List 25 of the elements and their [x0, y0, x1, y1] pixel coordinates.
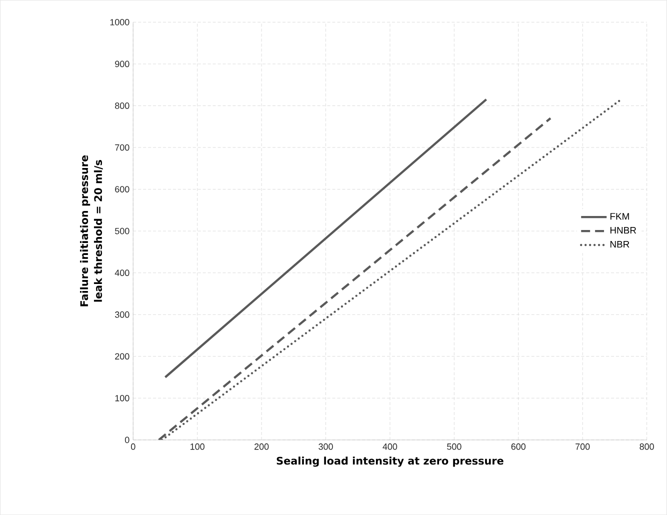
- x-tick-label: 300: [318, 443, 333, 450]
- y-tick-label: 900: [115, 60, 130, 68]
- legend-label: NBR: [610, 240, 630, 248]
- x-tick-label: 0: [130, 443, 136, 450]
- y-tick-label: 800: [115, 102, 130, 109]
- x-tick-label: 100: [190, 443, 204, 450]
- y-tick-label: 100: [115, 394, 130, 402]
- x-axis-title: Sealing load intensity at zero pressure: [276, 456, 504, 467]
- x-tick-label: 400: [382, 443, 398, 450]
- x-tick-label: 600: [511, 443, 526, 450]
- y-axis-title: Failure initiation pressure leak threshold = 20 ml/s: [80, 155, 103, 306]
- y-tick-label: 200: [115, 353, 130, 360]
- y-tick-label: 1000: [110, 18, 130, 26]
- y-tick-label: 600: [115, 186, 130, 192]
- legend-label: HNBR: [610, 227, 636, 234]
- x-tick-label: 200: [254, 443, 269, 450]
- y-tick-label: 700: [115, 144, 130, 151]
- y-tick-label: 0: [124, 436, 130, 444]
- x-tick-label: 700: [576, 443, 590, 450]
- legend-label: FKM: [610, 213, 629, 220]
- y-tick-label: 400: [114, 270, 130, 276]
- x-tick-label: 800: [640, 443, 654, 450]
- y-tick-label: 500: [115, 228, 130, 234]
- x-tick-label: 500: [447, 443, 462, 450]
- y-tick-label: 300: [115, 311, 130, 318]
